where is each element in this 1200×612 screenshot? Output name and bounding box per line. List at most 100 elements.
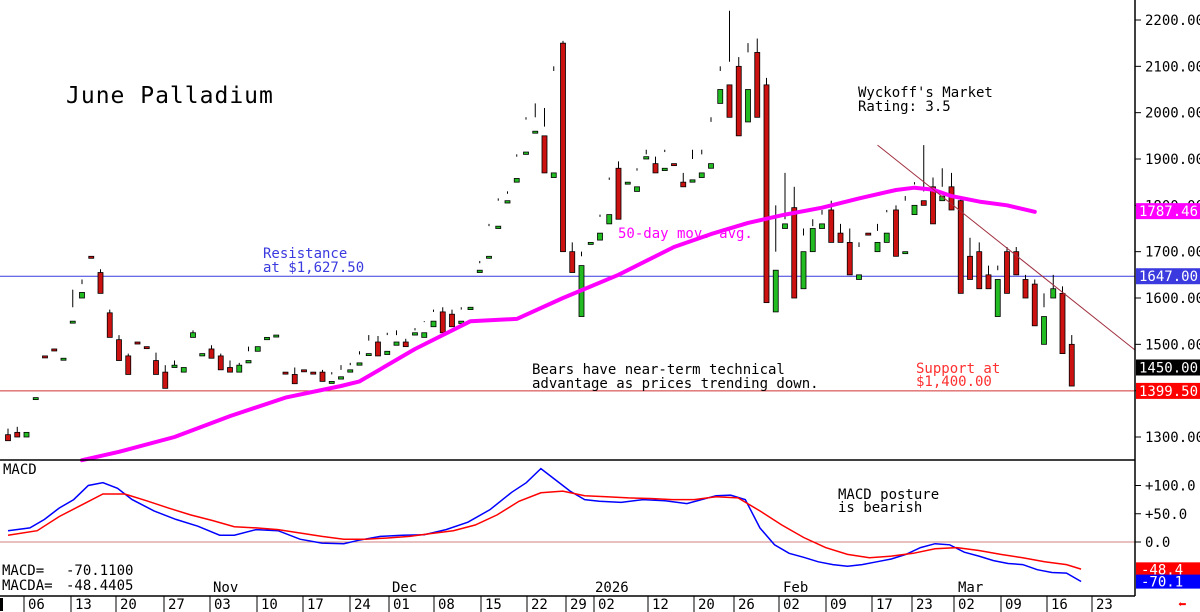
candle-body: [310, 371, 317, 375]
price-panel: June Palladium Wyckoff's Market Rating: …: [0, 10, 1136, 463]
candle-body: [523, 151, 529, 155]
day-label: 26: [738, 597, 755, 612]
price-tick-label: 1600.00: [1145, 291, 1200, 307]
price-tag-label: 1647.00: [1139, 269, 1198, 285]
moving-average-label: 50-day mov. avg.: [618, 226, 753, 242]
day-label: 20: [698, 597, 715, 612]
candle-body: [671, 163, 677, 167]
month-labels: Nov Dec 2026 Feb Mar: [213, 580, 983, 596]
day-label: 13: [75, 597, 92, 612]
macd-tick-label: 0.0: [1145, 535, 1170, 551]
day-label: 24: [354, 597, 371, 612]
candle-body: [217, 355, 224, 371]
candle-body: [273, 334, 280, 338]
candle-body: [319, 371, 326, 382]
candle-body: [365, 353, 372, 357]
candle-body: [23, 431, 30, 438]
day-label: 12: [652, 597, 669, 612]
candle-body: [828, 209, 835, 243]
candle-body: [245, 360, 252, 364]
candle-body: [1013, 251, 1020, 276]
candle-body: [236, 364, 243, 373]
macd-tag-label: -48.4: [1141, 562, 1183, 578]
candle-body: [180, 367, 187, 373]
candle-body: [763, 84, 770, 304]
price-tick-label: 1500.00: [1145, 337, 1200, 353]
day-label: 10: [261, 597, 278, 612]
resistance-label-2: at $1,627.50: [263, 260, 364, 276]
day-label: 02: [598, 597, 615, 612]
candle-body: [708, 163, 714, 169]
price-tick-label: 1300.00: [1145, 430, 1200, 446]
candle-body: [893, 209, 899, 257]
candle-body: [162, 371, 169, 389]
candle-body: [328, 380, 335, 384]
candle-body: [430, 320, 437, 328]
candle-body: [735, 65, 742, 137]
scroll-thumb[interactable]: [0, 598, 3, 611]
price-tag: [1136, 382, 1200, 399]
macd-readout-box: [0, 562, 137, 594]
left-arrow-icon[interactable]: ⬅: [1178, 597, 1186, 612]
candle-body: [51, 348, 58, 352]
macd-axis: +100.0 +50.0 0.0 -48.4-70.1: [1134, 460, 1200, 596]
candle-body: [402, 341, 409, 348]
candle-body: [60, 357, 67, 361]
candle-body: [550, 172, 557, 178]
chart-title: June Palladium: [66, 83, 274, 109]
candle-body: [745, 89, 751, 123]
candle-body: [532, 130, 539, 134]
bears-note-2: advantage as prices trending down.: [532, 376, 819, 392]
candle-body: [985, 274, 992, 290]
candle-body: [717, 89, 724, 104]
candle-body: [208, 348, 215, 359]
candle-body: [772, 269, 779, 313]
month-label: Feb: [783, 580, 808, 596]
candle-body: [902, 251, 909, 255]
candle-body: [754, 52, 761, 118]
macd-tick-labels: +100.0 +50.0 0.0: [1135, 479, 1196, 551]
candle-body: [5, 434, 11, 442]
candle-body: [837, 232, 844, 243]
candle-body: [606, 214, 613, 225]
day-label: 06: [28, 597, 45, 612]
candle-body: [190, 332, 196, 338]
candle-body: [69, 320, 76, 324]
candle-body: [356, 362, 363, 366]
price-tick-label: 2000.00: [1145, 106, 1200, 122]
candle-body: [920, 200, 927, 206]
macda-line: [7, 490, 1082, 570]
candle-body: [32, 397, 39, 401]
candle-body: [171, 364, 178, 368]
candle-body: [1059, 292, 1066, 355]
candle-body: [1031, 283, 1038, 327]
day-label: 22: [531, 597, 548, 612]
day-label: 23: [1096, 597, 1113, 612]
candle-body: [597, 232, 603, 241]
candle-body: [911, 204, 918, 215]
candle-body: [412, 332, 418, 336]
candle-body: [615, 167, 622, 220]
candle-body: [856, 274, 862, 280]
price-tick-label: 1900.00: [1145, 152, 1200, 168]
candle-body: [1068, 343, 1075, 387]
candle-body: [967, 255, 973, 280]
price-tick-label: 2200.00: [1145, 13, 1200, 29]
candle-body: [227, 367, 233, 373]
day-label: 03: [214, 597, 231, 612]
candle-body: [726, 84, 733, 118]
day-label: 20: [120, 597, 137, 612]
macd-panel-title: MACD: [3, 462, 37, 478]
candle-body: [883, 232, 890, 243]
candle-body: [652, 163, 659, 174]
macd-tags: -48.4-70.1: [1136, 562, 1200, 591]
month-label: Nov: [213, 580, 238, 596]
candle-body: [486, 255, 492, 259]
candle-body: [301, 369, 307, 373]
candle-body: [79, 292, 85, 299]
price-tag: [1136, 203, 1200, 220]
candle-body: [254, 346, 261, 352]
candle-body: [874, 241, 881, 253]
candle-body: [504, 200, 511, 204]
candle-body: [199, 353, 206, 357]
